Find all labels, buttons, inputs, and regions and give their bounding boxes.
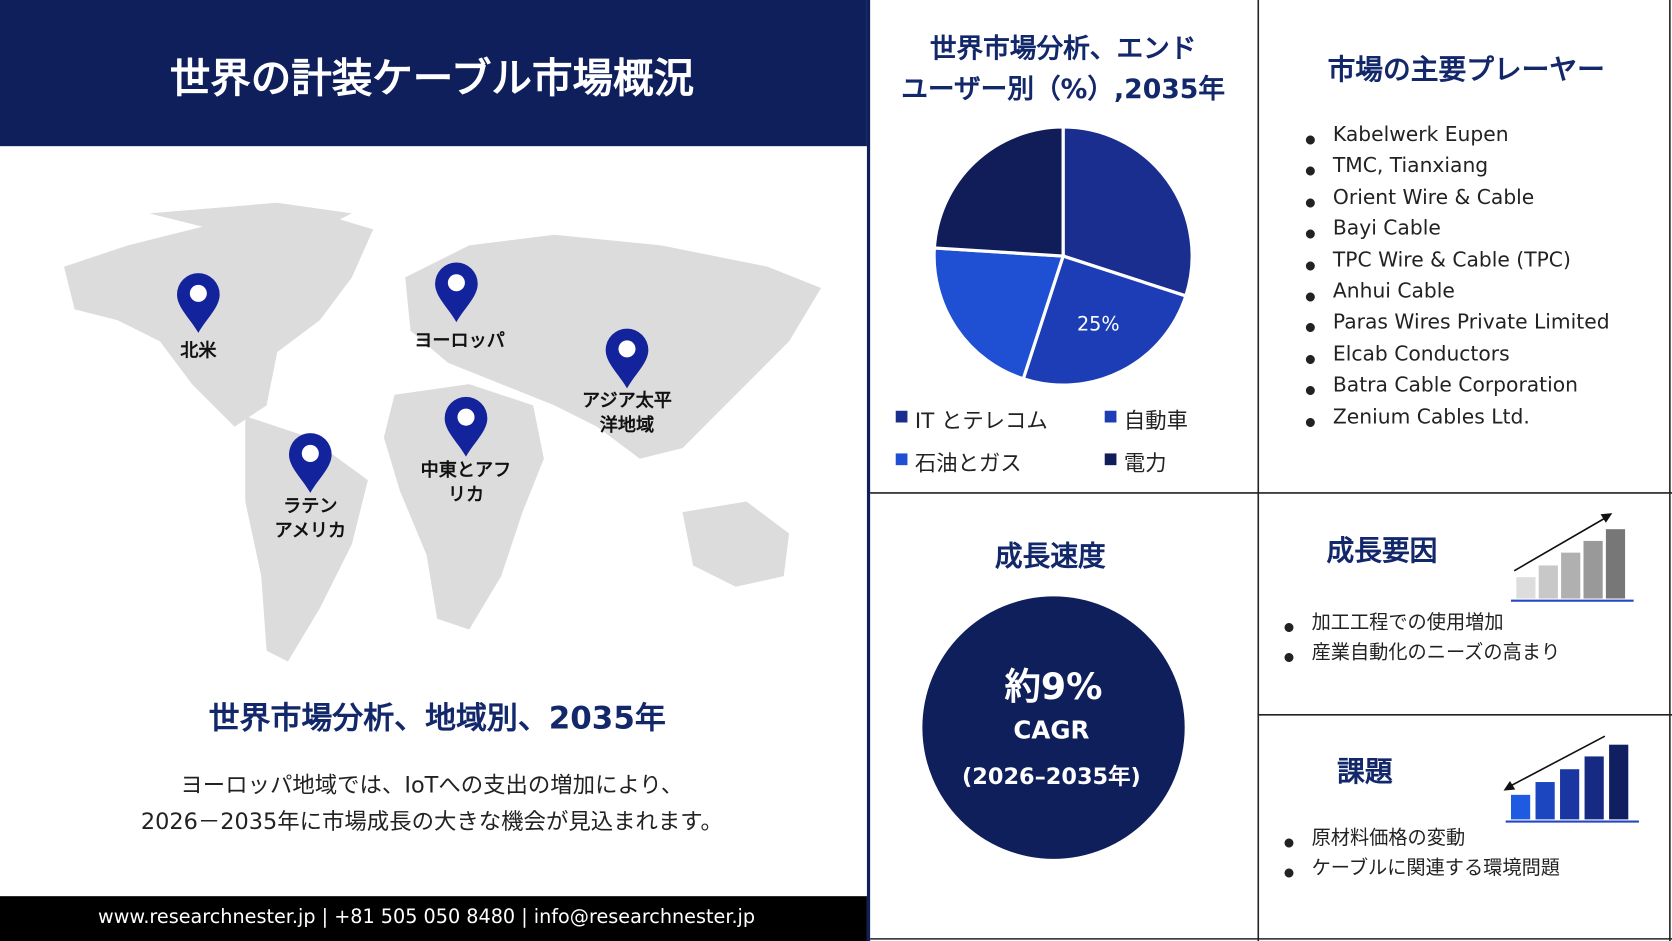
cagr-label: CAGR xyxy=(1013,716,1090,745)
map-pin-dot xyxy=(618,340,636,358)
header-band xyxy=(0,0,867,147)
region-title: 世界市場分析、地域別、2035年 xyxy=(208,699,666,737)
player-item: Orient Wire & Cable xyxy=(1305,182,1610,218)
legend-label: 自動車 xyxy=(1123,407,1188,434)
cagr-period: (2026–2035年) xyxy=(962,763,1141,790)
pie-title: 世界市場分析、エンド xyxy=(929,33,1197,65)
map-pin-dot xyxy=(301,444,319,462)
growth-icon xyxy=(1510,513,1634,602)
player-item: Zenium Cables Ltd. xyxy=(1305,402,1610,438)
driver-item: 加工工程での使用増加 xyxy=(1284,608,1561,642)
growth-rate-title: 成長速度 xyxy=(994,540,1106,573)
challenge-item: 原材料価格の変動 xyxy=(1284,824,1560,858)
pie-slice xyxy=(932,246,1066,381)
region-label: アメリカ xyxy=(275,521,347,542)
map-pin-dot xyxy=(457,408,475,426)
footer-band xyxy=(0,896,867,941)
region-label: 洋地域 xyxy=(600,414,654,436)
challenge-item: ケーブルに関連する環境問題 xyxy=(1284,854,1560,888)
players-title: 市場の主要プレーヤー xyxy=(1327,54,1605,87)
region-label: 中東とアフ xyxy=(421,459,512,481)
player-item: Elcab Conductors xyxy=(1305,339,1610,375)
legend-swatch xyxy=(895,410,908,423)
map-pin xyxy=(288,433,332,493)
legend-label: 電力 xyxy=(1123,450,1167,476)
region-text: 2026－2035年に市場成長の大きな機会が見込まれます。 xyxy=(140,808,723,835)
pie-title: ユーザー別（%）,2035年 xyxy=(901,73,1226,105)
map-pin xyxy=(605,328,649,389)
cagr-value: 約9% xyxy=(1004,665,1103,709)
region-label: アジア太平 xyxy=(582,389,672,411)
map-pin xyxy=(435,262,478,323)
footer-text: www.researchnester.jp | +81 505 050 8480… xyxy=(97,905,756,929)
players-list: Kabelwerk EupenTMC, TianxiangOrient Wire… xyxy=(1305,119,1610,438)
legend-swatch xyxy=(895,453,908,466)
challenges-title: 課題 xyxy=(1337,756,1393,789)
legend-swatch xyxy=(1104,453,1117,466)
challenge-icon xyxy=(1503,735,1639,823)
map-pin xyxy=(177,273,220,333)
drivers-title: 成長要因 xyxy=(1326,535,1438,568)
legend-label: 石油とガス xyxy=(914,450,1022,476)
legend-swatch xyxy=(1104,410,1117,423)
divider xyxy=(866,0,871,941)
pie-slice xyxy=(1021,254,1188,387)
player-item: Paras Wires Private Limited xyxy=(1305,308,1609,344)
player-item: Anhui Cable xyxy=(1305,276,1610,313)
region-label: ラテン xyxy=(283,496,337,517)
region-label: ヨーロッパ xyxy=(414,331,505,352)
page-title: 世界の計装ケーブル市場概況 xyxy=(169,54,695,102)
region-text: ヨーロッパ地域では、IoTへの支出の増加により、 xyxy=(180,772,684,799)
player-item: TMC, Tianxiang xyxy=(1305,151,1610,187)
region-label: 北米 xyxy=(180,339,217,361)
pie-chart: 25% xyxy=(932,125,1194,387)
player-item: Batra Cable Corporation xyxy=(1305,370,1610,407)
player-item: Bayi Cable xyxy=(1305,214,1610,250)
legend-label: IT とテレコム xyxy=(914,407,1048,434)
map-pin xyxy=(444,396,488,457)
pie-slice xyxy=(1061,125,1194,298)
region-label: リカ xyxy=(448,484,484,505)
drivers-list: 加工工程での使用増加産業自動化のニーズの高まり xyxy=(1284,608,1561,672)
player-item: TPC Wire & Cable (TPC) xyxy=(1305,245,1610,281)
slice-label: 25% xyxy=(1077,313,1120,336)
driver-item: 産業自動化のニーズの高まり xyxy=(1284,638,1560,672)
cagr-circle xyxy=(922,596,1185,859)
map-pin-dot xyxy=(189,284,207,302)
pie-slice xyxy=(932,125,1065,258)
challenges-list: 原材料価格の変動ケーブルに関連する環境問題 xyxy=(1284,824,1560,888)
player-item: Kabelwerk Eupen xyxy=(1305,119,1610,156)
map-pin-dot xyxy=(447,274,465,292)
